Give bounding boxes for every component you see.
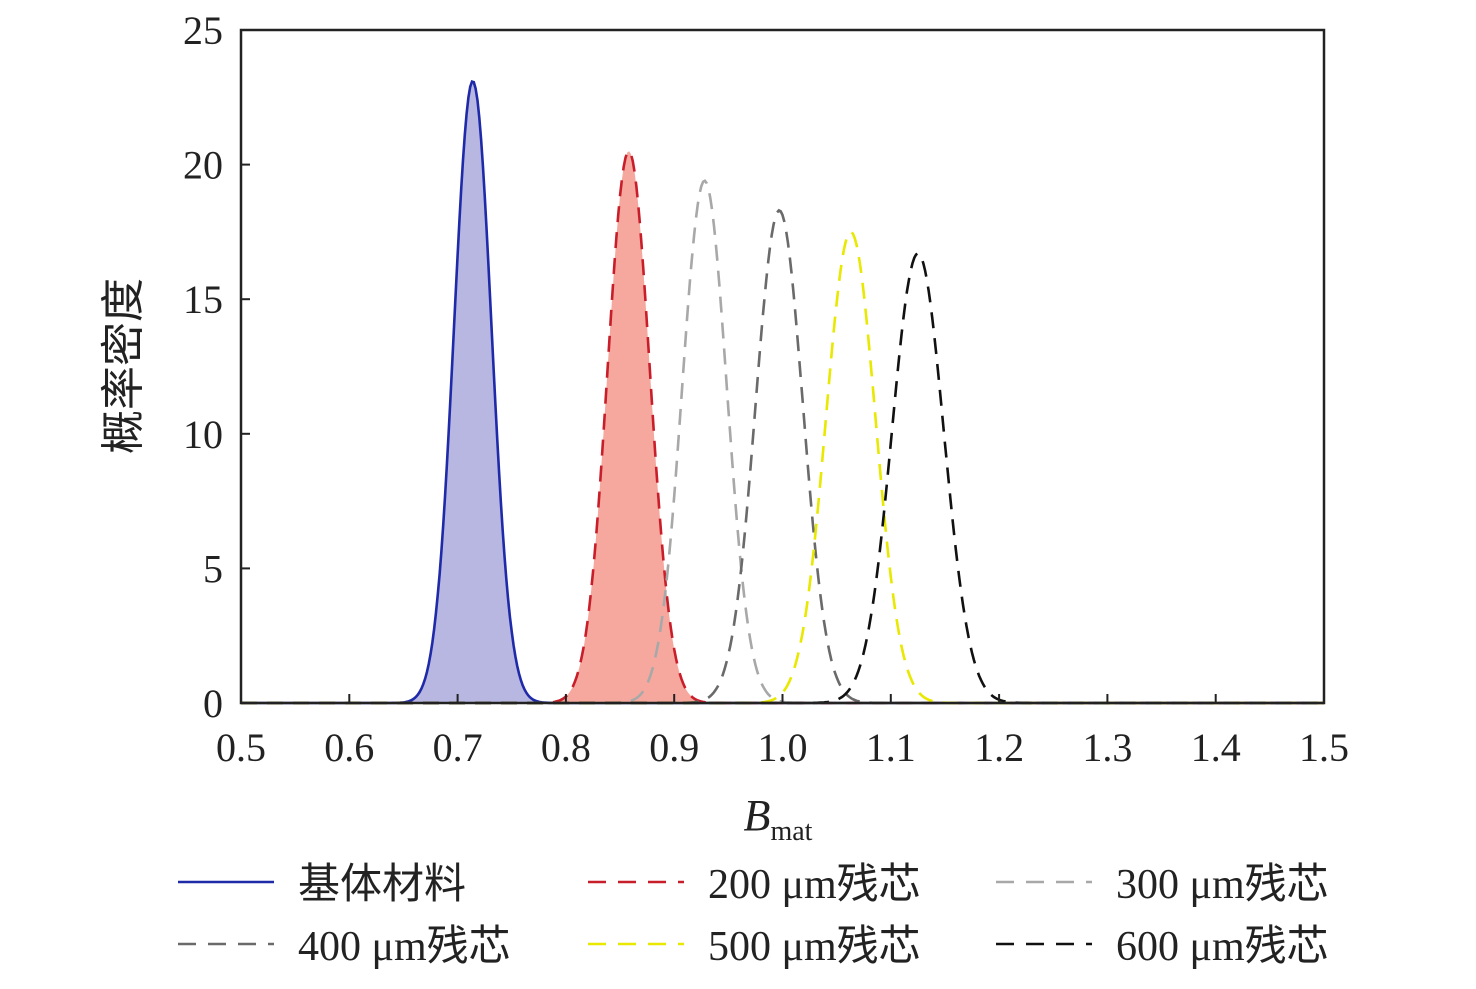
x-tick-label: 1.4 <box>1191 725 1241 770</box>
series-curves <box>241 79 1324 705</box>
x-axis-title-subscript: mat <box>770 816 812 847</box>
x-tick-label: 1.0 <box>758 725 808 770</box>
x-axis-title: Bmat <box>744 791 813 847</box>
x-tick-label: 0.9 <box>649 725 699 770</box>
x-tick-label: 1.5 <box>1299 725 1349 770</box>
series-fill-1 <box>241 81 1324 704</box>
legend-label-1: 基体材料 <box>298 862 466 908</box>
y-tick-label: 5 <box>203 546 223 591</box>
y-tick-label: 15 <box>183 277 223 322</box>
x-tick-label: 0.7 <box>433 725 483 770</box>
legend-label-4: 400 μm残芯 <box>298 924 511 970</box>
series-fill-2 <box>241 151 1324 703</box>
series-line-4 <box>241 208 1324 705</box>
x-tick-label: 1.2 <box>974 725 1024 770</box>
x-axis-title-main: B <box>744 791 771 840</box>
x-tick-label: 0.8 <box>541 725 591 770</box>
x-tick-label: 1.1 <box>866 725 916 770</box>
x-axis: 0.5 0.6 0.7 0.8 0.9 1.0 1.1 1.2 1.3 1.4 1.5 <box>216 694 1349 770</box>
x-tick-label: 1.3 <box>1082 725 1132 770</box>
y-tick-label: 20 <box>183 143 223 188</box>
series-line-2 <box>241 149 1324 705</box>
series-line-1 <box>241 79 1324 705</box>
y-tick-label: 25 <box>183 8 223 53</box>
x-tick-label: 0.6 <box>324 725 374 770</box>
y-tick-label: 10 <box>183 412 223 457</box>
y-tick-label: 0 <box>203 681 223 726</box>
legend-label-5: 500 μm残芯 <box>708 924 921 970</box>
y-axis-title: 概率密度 <box>99 278 148 454</box>
legend-label-3: 300 μm残芯 <box>1116 862 1329 908</box>
y-axis: 0 5 10 15 20 25 <box>183 8 250 726</box>
x-tick-label: 0.5 <box>216 725 266 770</box>
legend-label-2: 200 μm残芯 <box>708 862 921 908</box>
series-line-6 <box>241 251 1324 705</box>
legend: 基体材料 200 μm残芯 300 μm残芯 400 μm残芯 500 μm残芯 600 … <box>178 862 1329 970</box>
series-line-5 <box>241 230 1324 705</box>
legend-label-6: 600 μm残芯 <box>1116 924 1329 970</box>
series-line-3 <box>241 179 1324 705</box>
plot-frame <box>239 28 1326 705</box>
